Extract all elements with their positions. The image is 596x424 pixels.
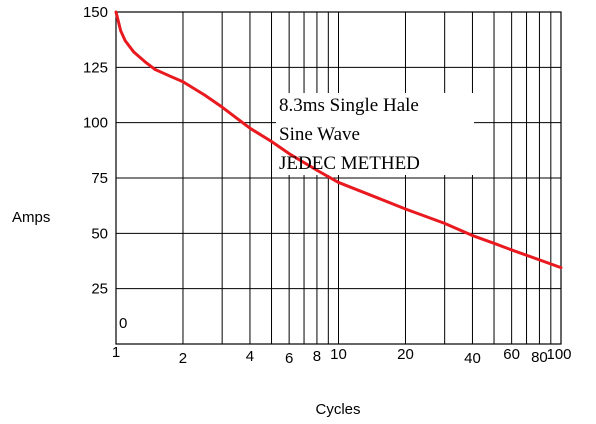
series-point [143, 60, 147, 63]
series-point [203, 93, 206, 97]
series-point [181, 80, 185, 83]
series-point [315, 169, 319, 172]
grid-lines [116, 12, 561, 344]
x-tick-label: 1 [112, 344, 120, 361]
y-tick-label: 100 [83, 115, 108, 132]
x-tick-label: 60 [503, 346, 520, 363]
x-tick-label: 20 [397, 346, 414, 363]
series-point [559, 266, 563, 269]
series-point [471, 234, 474, 237]
series-point [168, 74, 172, 78]
y-tick-label: 150 [83, 4, 108, 21]
x-axis-title: Cycles [315, 401, 360, 418]
annotation-line: 8.3ms Single Hale [279, 95, 419, 116]
x-tick-label: 40 [464, 350, 481, 367]
series-point [270, 140, 273, 143]
annotation-line: JEDEC METHED [279, 153, 420, 174]
x-tick-label: 10 [330, 346, 347, 363]
series-point [114, 10, 118, 14]
series-point [443, 222, 446, 225]
x-tick-label: 80 [531, 349, 548, 366]
x-tick-label: 4 [246, 348, 254, 365]
y-tick-label: 25 [91, 281, 108, 298]
x-tick-label: 2 [179, 350, 187, 367]
y-tick-label: 50 [91, 225, 108, 242]
series-point [538, 258, 541, 262]
series-point [492, 242, 496, 245]
series-point [510, 248, 513, 252]
series-point [220, 105, 224, 109]
x-tick-label: 8 [313, 348, 321, 365]
annotation-backdrop [276, 93, 474, 175]
y-tick-label: 75 [91, 170, 108, 187]
series-point [153, 68, 157, 71]
series-layer [114, 10, 563, 270]
series-point [124, 39, 127, 42]
x-tick-label: 6 [285, 350, 293, 367]
y-axis-title: Amps [12, 209, 50, 226]
series-point [248, 127, 252, 130]
annotation-line: Sine Wave [279, 124, 360, 145]
series-point [119, 29, 122, 33]
y-tick-label: 0 [119, 315, 127, 332]
series-point [376, 196, 379, 200]
series-point [404, 207, 407, 211]
series-point [337, 181, 340, 184]
y-tick-label: 125 [83, 59, 108, 76]
series-point [132, 50, 135, 54]
annotation-background [276, 93, 474, 175]
series-point [287, 152, 291, 155]
x-tick-label: 100 [546, 346, 571, 363]
annotation-block: 8.3ms Single Hale Sine Wave JEDEC METHED [279, 95, 420, 174]
y-axis-ticks: 150 125 100 75 50 25 0 [83, 4, 127, 332]
